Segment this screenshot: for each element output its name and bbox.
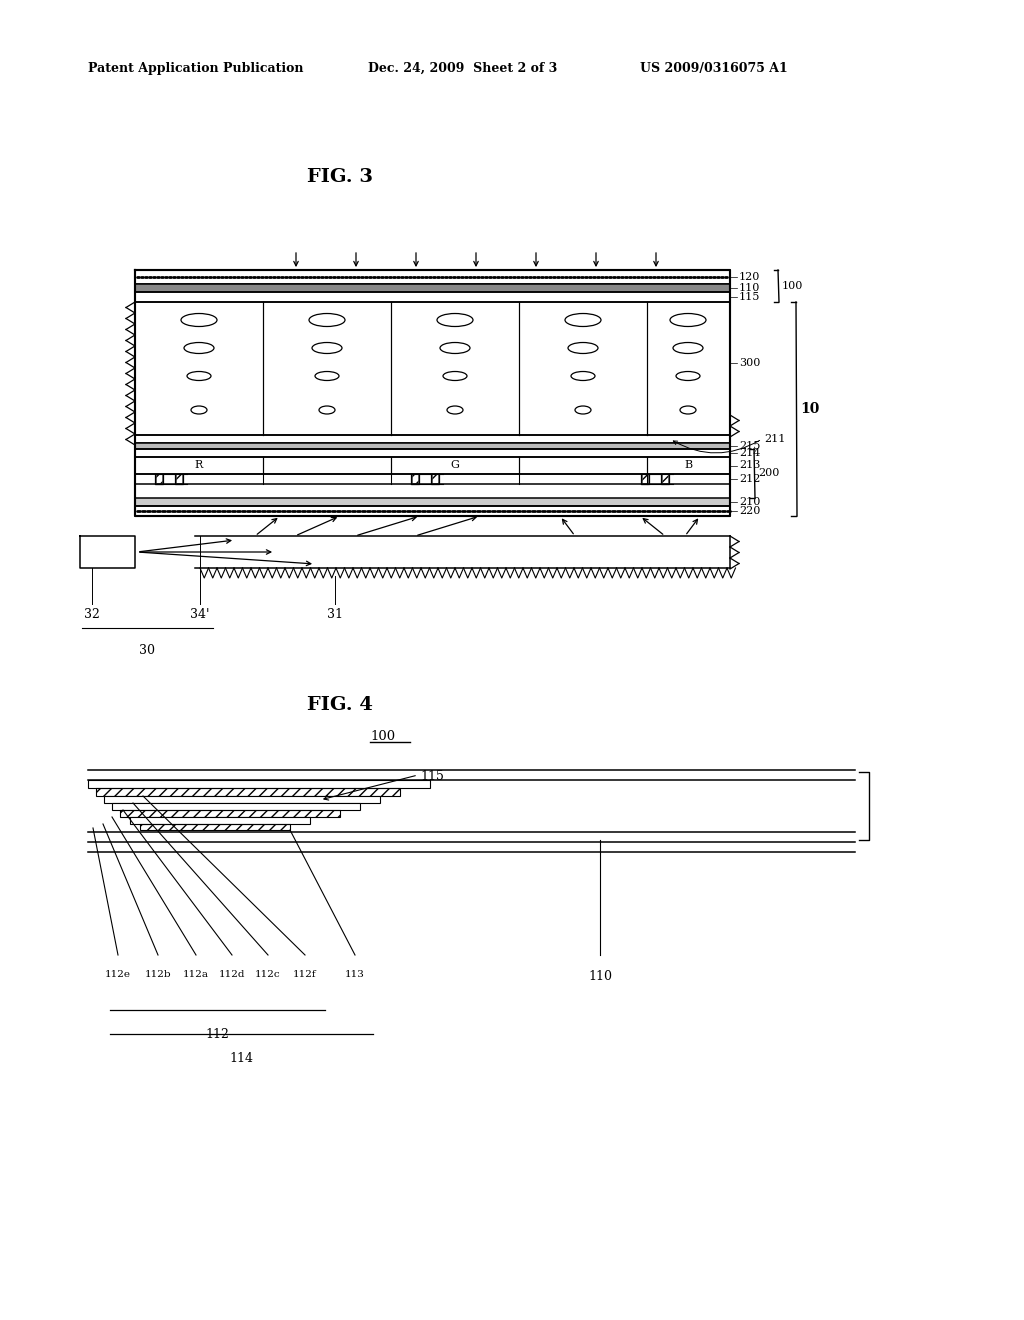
Text: 112: 112 bbox=[206, 1028, 229, 1041]
Polygon shape bbox=[135, 498, 730, 506]
Text: 100: 100 bbox=[370, 730, 395, 743]
Text: G: G bbox=[451, 461, 460, 470]
Text: 32: 32 bbox=[84, 609, 100, 620]
Text: Patent Application Publication: Patent Application Publication bbox=[88, 62, 303, 75]
Polygon shape bbox=[88, 780, 430, 788]
Text: 220: 220 bbox=[739, 506, 761, 516]
Text: 212: 212 bbox=[739, 474, 761, 484]
Text: 200: 200 bbox=[758, 469, 779, 479]
Text: 34': 34' bbox=[190, 609, 210, 620]
Text: 112c: 112c bbox=[255, 970, 281, 979]
Polygon shape bbox=[112, 803, 360, 810]
Text: 31: 31 bbox=[327, 609, 343, 620]
Text: 112a: 112a bbox=[183, 970, 209, 979]
Text: 300: 300 bbox=[739, 358, 761, 368]
Text: 115: 115 bbox=[739, 292, 761, 302]
Text: 120: 120 bbox=[739, 272, 761, 282]
Text: 213: 213 bbox=[739, 461, 761, 470]
Text: 210: 210 bbox=[739, 498, 761, 507]
Text: Dec. 24, 2009  Sheet 2 of 3: Dec. 24, 2009 Sheet 2 of 3 bbox=[368, 62, 557, 75]
Polygon shape bbox=[135, 444, 730, 449]
Text: R: R bbox=[195, 461, 203, 470]
Text: 112e: 112e bbox=[105, 970, 131, 979]
Polygon shape bbox=[135, 284, 730, 292]
Polygon shape bbox=[104, 796, 380, 803]
Text: 100: 100 bbox=[782, 281, 804, 290]
Text: 112f: 112f bbox=[293, 970, 316, 979]
Text: 215: 215 bbox=[739, 441, 761, 451]
Text: US 2009/0316075 A1: US 2009/0316075 A1 bbox=[640, 62, 787, 75]
Text: 112b: 112b bbox=[144, 970, 171, 979]
Text: 113: 113 bbox=[345, 970, 365, 979]
Text: 110: 110 bbox=[739, 282, 761, 293]
Text: 114: 114 bbox=[229, 1052, 254, 1065]
Text: B: B bbox=[684, 461, 692, 470]
Text: 112d: 112d bbox=[219, 970, 246, 979]
Polygon shape bbox=[130, 817, 310, 824]
Text: 211: 211 bbox=[764, 434, 785, 444]
Text: 115: 115 bbox=[420, 770, 443, 783]
Text: FIG. 4: FIG. 4 bbox=[307, 696, 373, 714]
Text: 30: 30 bbox=[139, 644, 156, 657]
Text: FIG. 3: FIG. 3 bbox=[307, 168, 373, 186]
Text: 110: 110 bbox=[588, 970, 612, 983]
Text: 10: 10 bbox=[800, 403, 819, 416]
Text: 214: 214 bbox=[739, 447, 761, 458]
